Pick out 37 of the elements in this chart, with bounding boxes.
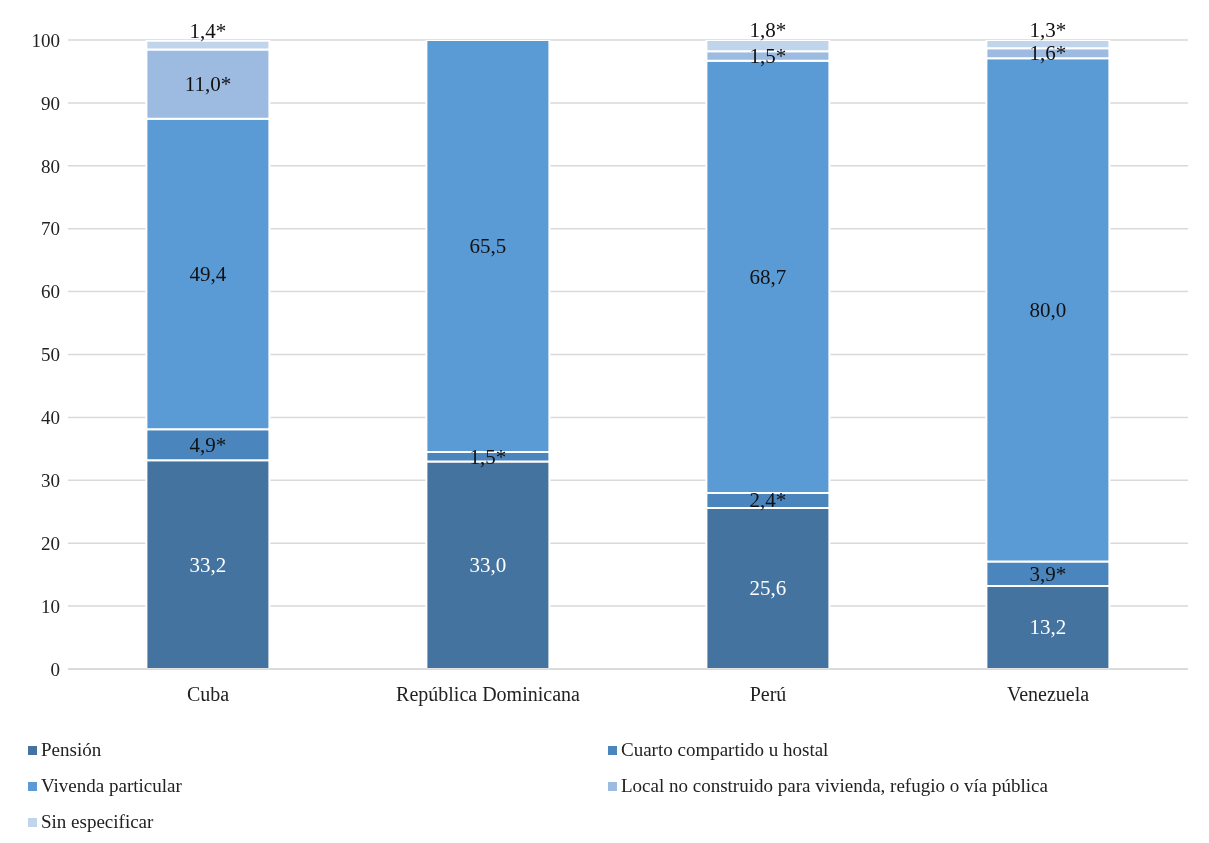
data-label: 13,2 <box>1029 615 1067 640</box>
data-label: 4,9* <box>189 432 227 457</box>
legend-label: Vivenda particular <box>41 775 182 797</box>
y-tick-label: 20 <box>41 532 60 554</box>
y-tick-label: 40 <box>41 407 60 429</box>
legend-label: Sin especificar <box>41 811 154 833</box>
y-tick-label: 70 <box>41 218 60 240</box>
y-tick-label: 80 <box>41 155 60 177</box>
y-tick-label: 10 <box>41 595 60 617</box>
data-label: 11,0* <box>184 72 232 97</box>
data-label: 1,5* <box>749 44 787 69</box>
x-tick-label: Perú <box>749 683 787 706</box>
y-tick-label: 90 <box>41 92 60 114</box>
data-label: 33,0 <box>469 553 507 578</box>
y-tick-label: 50 <box>41 344 60 366</box>
data-label: 3,9* <box>1029 561 1067 586</box>
legend-label: Cuarto compartido u hostal <box>621 739 829 761</box>
data-label: 2,4* <box>749 488 787 513</box>
data-label: 33,2 <box>189 552 227 577</box>
x-tick-label: República Dominicana <box>396 683 581 707</box>
data-label: 1,4* <box>189 18 227 43</box>
data-label: 80,0 <box>1029 297 1067 322</box>
y-tick-label: 60 <box>41 281 60 303</box>
legend-label: Pensión <box>41 739 102 761</box>
legend-label: Local no construido para vivienda, refugio o vía pública <box>621 775 1048 797</box>
data-label: 25,6 <box>749 576 787 601</box>
x-tick-label: Venezuela <box>1006 683 1090 706</box>
data-label: 49,4 <box>189 261 227 286</box>
x-tick-label: Cuba <box>186 683 230 706</box>
data-label: 1,6* <box>1029 41 1067 66</box>
data-label: 65,5 <box>469 234 507 258</box>
y-tick-label: 30 <box>41 470 60 492</box>
data-label: 68,7 <box>749 264 787 289</box>
y-tick-label: 100 <box>31 29 60 51</box>
data-label: 1,3* <box>1029 18 1067 42</box>
data-label: 1,8* <box>749 18 787 42</box>
y-tick-label: 0 <box>50 658 60 680</box>
